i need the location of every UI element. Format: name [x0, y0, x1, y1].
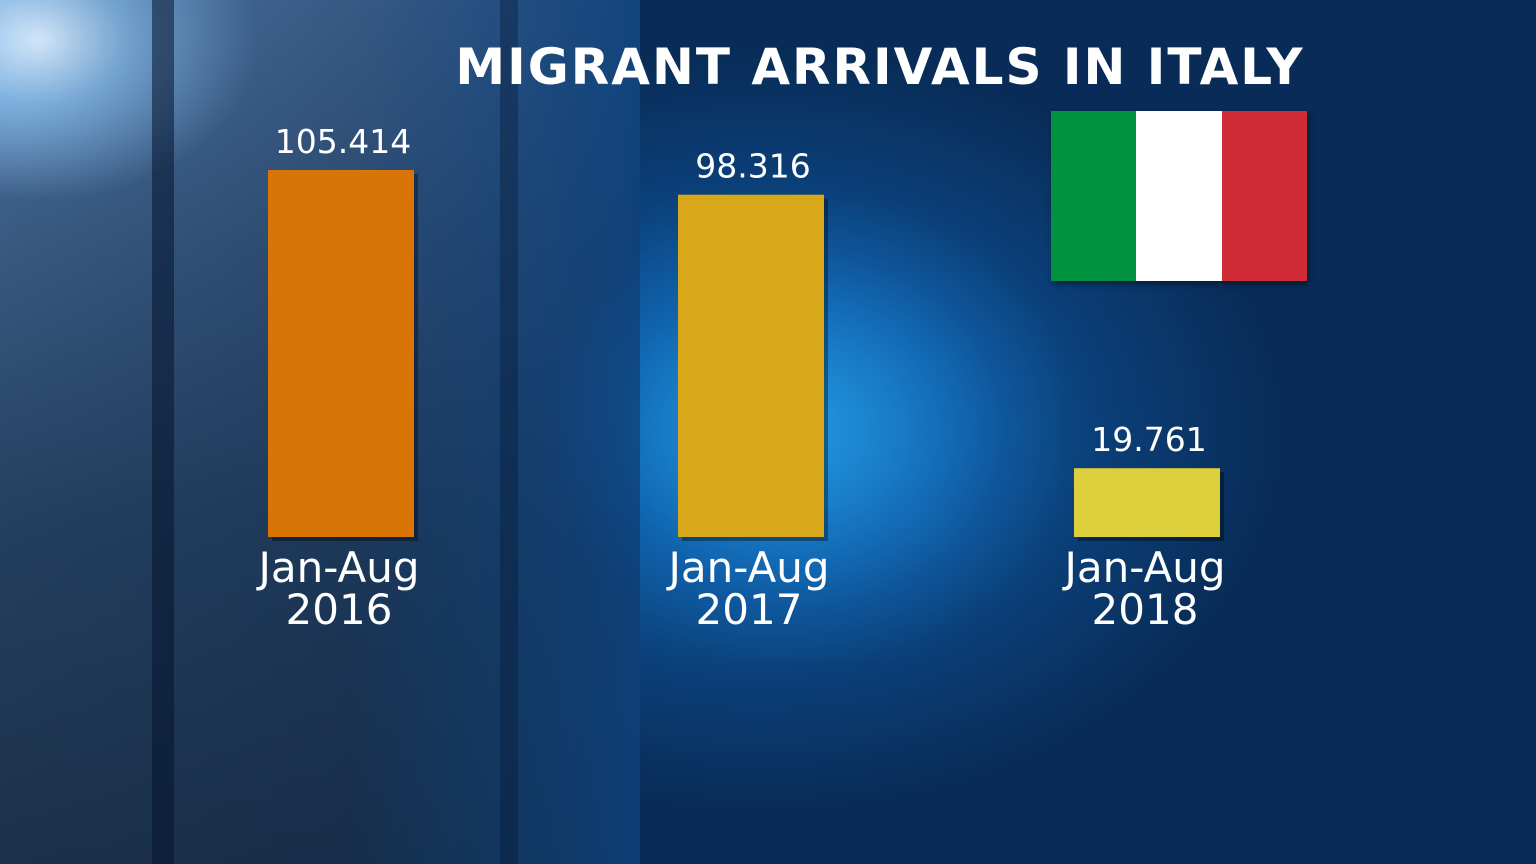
italy-flag — [1051, 111, 1307, 281]
category-period-label: Jan-Aug — [666, 543, 830, 592]
bar-value-label: 98.316 — [695, 147, 810, 186]
flag-stripe-red — [1221, 111, 1307, 281]
bar-2016 — [268, 170, 414, 537]
bar-value-label: 19.761 — [1091, 420, 1206, 459]
bar-2017 — [678, 194, 824, 537]
flag-stripe-white — [1136, 111, 1222, 281]
category-period-label: Jan-Aug — [256, 543, 420, 592]
chart-title: MIGRANT ARRIVALS IN ITALY — [455, 38, 1305, 96]
background-stripe — [152, 0, 174, 864]
category-year-label: 2018 — [1092, 585, 1199, 634]
category-period-label: Jan-Aug — [1062, 543, 1226, 592]
background-stripe — [500, 0, 518, 864]
bar-2018 — [1074, 468, 1220, 537]
flag-stripe-green — [1051, 111, 1137, 281]
bar-value-label: 105.414 — [275, 122, 411, 161]
category-year-label: 2017 — [696, 585, 803, 634]
category-year-label: 2016 — [286, 585, 393, 634]
